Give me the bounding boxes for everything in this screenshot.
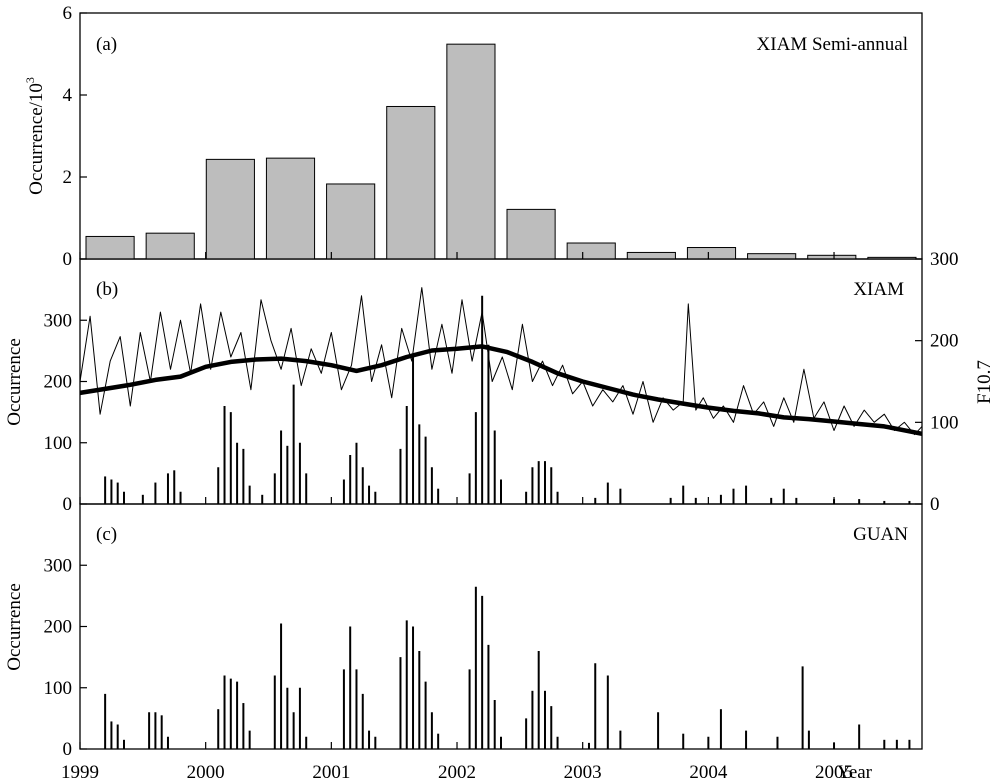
panel-b: 0 100 200 300 0 100 200 300 (b) XIAM Occurrenc… (4, 249, 995, 515)
panel-a-y-tick-label-2: 4 (63, 85, 73, 106)
panel-c-occurrence-spikes (104, 586, 911, 749)
panel-a-y-label-sup: 3 (23, 77, 37, 83)
panel-c-x-label: Year (837, 762, 873, 783)
panel-b-y-axis-left: 0 100 200 300 (44, 310, 87, 515)
bar-2001a (326, 183, 376, 260)
panel-c-y-label: Occurrence (4, 583, 25, 671)
bar-1999a (85, 235, 135, 260)
panel-b-y-label-right: F10.7 (974, 360, 995, 404)
x-tick-label-2000: 2000 (187, 762, 225, 783)
panel-b-y-tick-label-1: 100 (44, 433, 73, 454)
panel-a-y-axis: 0 2 4 6 (63, 3, 87, 270)
x-tick-label-2003: 2003 (564, 762, 602, 783)
x-tick-label-2001: 2001 (312, 762, 350, 783)
panel-b-tag: (b) (96, 279, 118, 300)
x-tick-label-2005: 2005 (815, 762, 853, 783)
bar-2001b (386, 105, 436, 260)
panel-b-f107-daily-line (79, 287, 923, 436)
bar-2002b (506, 208, 556, 260)
x-tick-label-2004: 2004 (689, 762, 728, 783)
panel-b-y-tick-label-3: 300 (44, 310, 73, 331)
bar-1999b (145, 232, 195, 260)
panel-c-y-tick-label-2: 200 (44, 617, 73, 638)
panel-b-y-right-tick-label-2: 200 (930, 331, 959, 352)
bar-2000a (205, 158, 255, 260)
bar-2003b (626, 251, 676, 260)
panel-c-y-tick-label-3: 300 (44, 555, 73, 576)
panel-a-y-tick-label-0: 0 (63, 249, 73, 270)
panel-b-y-axis-right: 0 100 200 300 (915, 249, 959, 515)
bar-2004a (686, 247, 737, 260)
panel-c-tag: (c) (96, 524, 117, 545)
f107-smoothed-line (79, 344, 923, 437)
x-tick-label-1999: 1999 (61, 762, 99, 783)
panel-c-frame (79, 503, 923, 750)
panel-a-bars (85, 43, 917, 260)
panel-b-y-label: Occurrence (4, 338, 25, 426)
panel-b-f107-smoothed-line (79, 344, 923, 437)
panel-c-x-axis: 1999 2000 2001 2002 2003 2004 2005 (61, 252, 853, 783)
panel-b-y-tick-label-2: 200 (44, 372, 73, 393)
panel-c-y-tick-label-1: 100 (44, 678, 73, 699)
panel-b-occurrence-spikes (104, 295, 911, 504)
panel-c-y-tick-label-0: 0 (63, 739, 73, 760)
panel-a: 0 2 4 6 (a) XIAM Semi-annual Occurrence/103 (23, 3, 923, 270)
panel-b-frame (79, 258, 923, 505)
panel-a-y-label-main: Occurrence/10 (26, 83, 47, 195)
bar-2002a (446, 43, 496, 260)
panel-a-title: XIAM Semi-annual (757, 34, 908, 55)
bar-2004b (747, 253, 797, 260)
bar-2003a (566, 242, 616, 260)
panel-b-y-right-tick-label-0: 0 (930, 494, 940, 515)
panel-a-tag: (a) (96, 34, 117, 55)
panel-c-y-axis: 0 100 200 300 (44, 555, 87, 760)
f107-daily-line (79, 287, 923, 436)
bar-2000b (265, 157, 316, 260)
panel-b-title: XIAM (853, 279, 904, 300)
panel-b-y-tick-label-0: 0 (63, 494, 73, 515)
panel-b-y-right-tick-label-1: 100 (930, 412, 959, 433)
panel-c-title: GUAN (853, 524, 908, 545)
panel-a-y-tick-label-1: 2 (63, 167, 73, 188)
x-tick-label-2002: 2002 (438, 762, 476, 783)
panel-a-y-label: Occurrence/103 (23, 77, 47, 195)
panel-b-y-right-tick-label-3: 300 (930, 249, 959, 270)
panel-a-y-tick-label-3: 6 (63, 3, 73, 24)
